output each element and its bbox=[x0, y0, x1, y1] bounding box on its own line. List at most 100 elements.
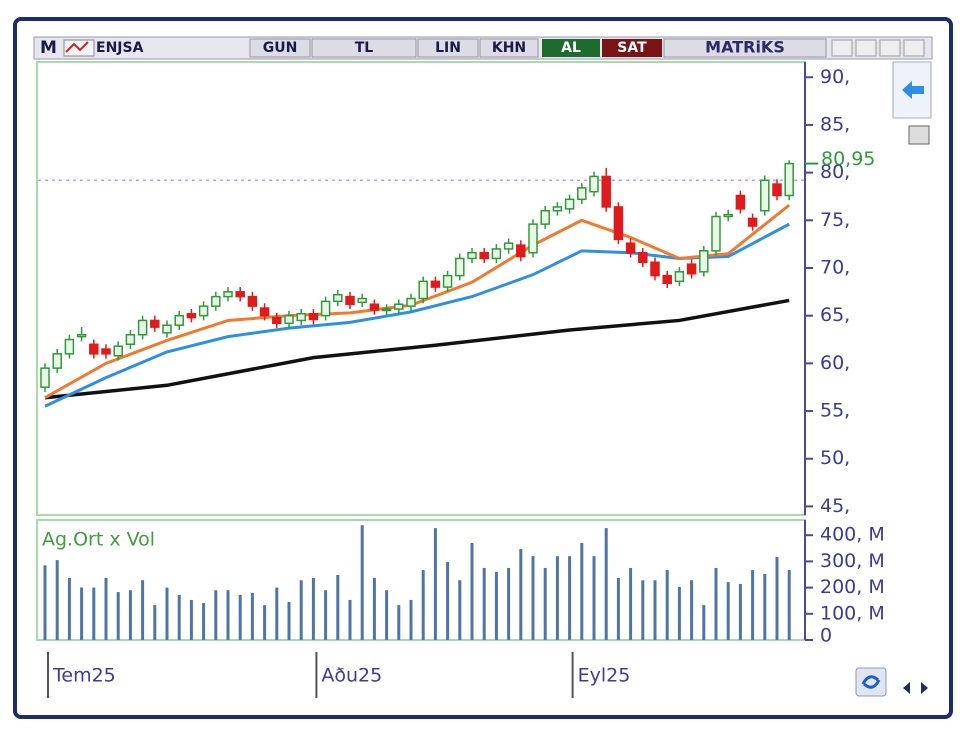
volume-bar bbox=[665, 570, 669, 640]
khn-button[interactable] bbox=[479, 38, 539, 58]
volume-bar bbox=[507, 567, 511, 640]
last-price-label: 80,95 bbox=[821, 148, 875, 170]
candle-body bbox=[784, 162, 794, 197]
candle-body bbox=[113, 345, 123, 357]
scroll-left[interactable] bbox=[903, 682, 910, 694]
candle-body bbox=[369, 303, 380, 311]
candle-body bbox=[150, 319, 160, 328]
period-label: GUN bbox=[263, 40, 298, 56]
volume-bar bbox=[446, 561, 450, 640]
y-tick-label: 60, bbox=[820, 352, 850, 374]
moving-average-line bbox=[44, 222, 790, 408]
sell-label: SAT bbox=[617, 40, 647, 56]
candle-body bbox=[186, 313, 197, 319]
volume-bar bbox=[494, 571, 498, 640]
volume-bar bbox=[360, 525, 364, 640]
dropdown-button[interactable] bbox=[831, 39, 853, 57]
volume-bar bbox=[311, 577, 315, 640]
volume-bar bbox=[324, 590, 328, 640]
moving-average-line bbox=[44, 203, 791, 400]
candle-body bbox=[394, 303, 404, 310]
y-tick-label: 65, bbox=[820, 304, 850, 326]
y-tick-label: 300, M bbox=[820, 550, 885, 572]
volume-bar bbox=[616, 577, 620, 640]
volume-bar bbox=[385, 590, 389, 640]
sell-button[interactable] bbox=[602, 39, 662, 57]
volume-bar bbox=[165, 587, 169, 640]
y-tick-label: 85, bbox=[820, 113, 850, 135]
candle-body bbox=[662, 274, 672, 285]
candle-body bbox=[430, 280, 441, 288]
volume-bar bbox=[592, 556, 596, 640]
menu-button[interactable]: M bbox=[40, 38, 57, 58]
volume-bar bbox=[433, 528, 437, 640]
buy-button[interactable] bbox=[542, 39, 600, 57]
panel-toggle[interactable] bbox=[908, 125, 930, 145]
y-tick-label: 55, bbox=[820, 400, 850, 422]
candle-body bbox=[125, 334, 136, 346]
candle-body bbox=[528, 223, 538, 254]
volume-bar bbox=[372, 577, 376, 640]
scale-button[interactable] bbox=[417, 38, 479, 58]
volume-bar bbox=[336, 575, 340, 640]
minimize-button[interactable] bbox=[855, 39, 877, 57]
volume-bar bbox=[604, 528, 608, 640]
y-tick-label: 50, bbox=[820, 447, 850, 469]
volume-bar bbox=[763, 573, 767, 640]
candle-body bbox=[699, 250, 709, 273]
y-tick-label: 70, bbox=[820, 256, 850, 278]
volume-bar bbox=[80, 587, 84, 640]
volume-bar bbox=[299, 580, 303, 640]
candle-body bbox=[381, 308, 392, 312]
close-button[interactable] bbox=[903, 39, 925, 57]
period-button[interactable] bbox=[249, 38, 311, 58]
candle-body bbox=[406, 297, 416, 307]
candle-body bbox=[198, 305, 209, 317]
volume-bar bbox=[702, 605, 706, 640]
candle-body bbox=[516, 244, 526, 258]
volume-bar bbox=[409, 599, 413, 640]
candle-body bbox=[552, 206, 563, 212]
currency-label: TL bbox=[355, 40, 374, 56]
brand-label: MATRiKS bbox=[705, 38, 785, 57]
candle-body bbox=[357, 297, 367, 304]
volume-bar bbox=[153, 605, 157, 640]
volume-bar bbox=[397, 605, 401, 640]
toolbar: M ENJSA GUN TL LIN KHN AL SAT MATRiKS bbox=[33, 36, 933, 60]
candle-body bbox=[455, 257, 465, 277]
y-tick-label: 90, bbox=[820, 66, 850, 88]
candle-body bbox=[162, 324, 172, 334]
symbol-field[interactable]: ENJSA bbox=[96, 40, 144, 56]
volume-bar bbox=[348, 599, 352, 640]
candle-body bbox=[259, 307, 270, 317]
volume-bar bbox=[555, 556, 559, 640]
candle-body bbox=[638, 251, 648, 264]
scale-label: LIN bbox=[435, 40, 461, 56]
candle-body bbox=[577, 187, 587, 201]
volume-bar bbox=[275, 587, 279, 640]
volume-bar bbox=[67, 577, 71, 640]
volume-bar bbox=[214, 590, 218, 640]
currency-button[interactable] bbox=[311, 38, 417, 58]
candle-body bbox=[650, 261, 660, 277]
volume-title: Ag.Ort x Vol bbox=[42, 529, 155, 551]
candle-body bbox=[467, 251, 477, 260]
brand-box bbox=[663, 38, 827, 58]
scroll-right[interactable] bbox=[921, 682, 928, 694]
volume-bar bbox=[238, 594, 242, 640]
candle-body bbox=[772, 183, 782, 197]
volume-bar bbox=[128, 590, 132, 640]
volume-bar bbox=[458, 580, 462, 640]
moving-average-line bbox=[44, 298, 790, 400]
candle-body bbox=[479, 251, 489, 260]
volume-bar bbox=[726, 582, 730, 640]
maximize-button[interactable] bbox=[879, 39, 901, 57]
candle-body bbox=[442, 274, 453, 288]
refresh-button[interactable] bbox=[855, 667, 887, 697]
candle-body bbox=[247, 295, 258, 307]
candle-body bbox=[735, 194, 746, 210]
candle-body bbox=[101, 348, 111, 355]
volume-bar bbox=[482, 567, 486, 640]
candle-body bbox=[723, 213, 733, 218]
symbol-icon-glyph bbox=[65, 41, 89, 53]
